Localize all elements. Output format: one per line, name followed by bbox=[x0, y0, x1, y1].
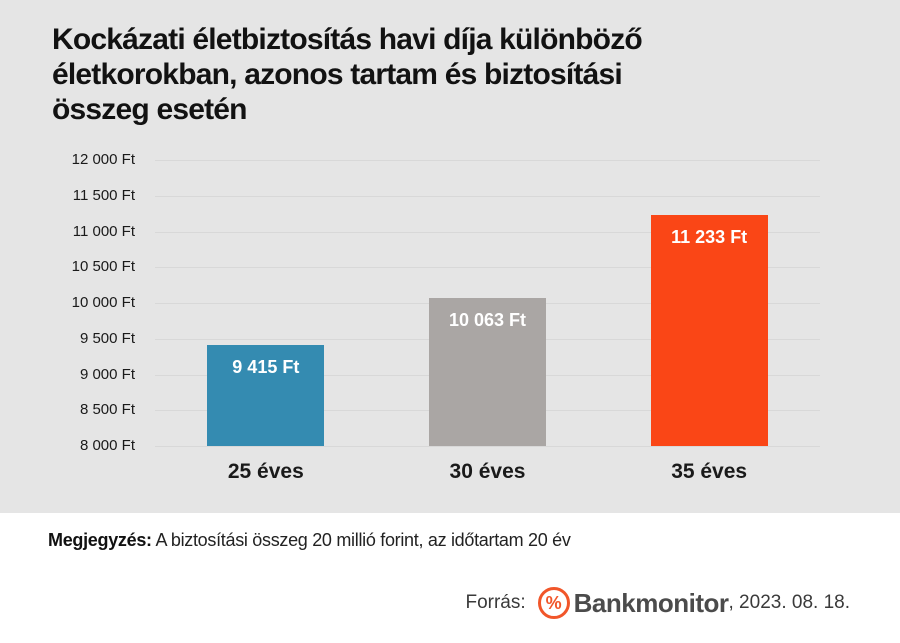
percent-symbol: % bbox=[545, 592, 562, 613]
bar-25-éves: 9 415 Ft bbox=[207, 344, 325, 446]
bar-value-label: 11 233 Ft bbox=[671, 226, 748, 247]
bar-chart: 12 000 Ft 11 500 Ft 11 000 Ft 10 500 Ft 10 0… bbox=[71, 151, 820, 483]
gridline bbox=[155, 160, 820, 161]
x-axis-label: 25 éves bbox=[227, 460, 304, 483]
chart-title-line-3: összeg esetén bbox=[52, 93, 248, 126]
bar-value-label: 9 415 Ft bbox=[232, 356, 300, 377]
note-text: A biztosítási összeg 20 millió forint, a… bbox=[151, 530, 571, 550]
source-row: Forrás: % Bankmonitor , 2023. 08. 18. bbox=[465, 587, 850, 619]
y-tick-label: 9 000 Ft bbox=[79, 365, 135, 383]
bar-value-label: 10 063 Ft bbox=[448, 310, 527, 331]
bar-35-éves: 11 233 Ft bbox=[650, 214, 768, 446]
x-axis-label: 30 éves bbox=[449, 460, 526, 483]
bankmonitor-percent-logo-icon: % bbox=[537, 587, 570, 619]
y-tick-label: 10 000 Ft bbox=[71, 294, 135, 311]
gridline bbox=[155, 446, 820, 447]
source-label: Forrás: bbox=[465, 592, 526, 613]
y-tick-label: 12 000 Ft bbox=[71, 151, 135, 168]
chart-title-line-2: életkorokban, azonos tartam és biztosítá… bbox=[52, 58, 623, 91]
note-label: Megjegyzés: bbox=[48, 530, 152, 550]
y-tick-label: 11 500 Ft bbox=[72, 186, 135, 204]
gridline bbox=[155, 267, 820, 269]
gridline bbox=[155, 195, 820, 197]
y-tick-label: 10 500 Ft bbox=[71, 258, 135, 276]
y-tick-label: 8 500 Ft bbox=[79, 401, 135, 419]
footer-panel: Megjegyzés: A biztosítási összeg 20 mill… bbox=[0, 513, 900, 643]
x-axis-label: 35 éves bbox=[671, 460, 748, 483]
chart-title-line-1: Kockázati életbiztosítás havi díja külön… bbox=[52, 23, 643, 56]
y-tick-label: 11 000 Ft bbox=[72, 222, 135, 240]
brand-name: Bankmonitor bbox=[573, 587, 729, 618]
gridline bbox=[155, 231, 820, 233]
y-tick-label: 8 000 Ft bbox=[79, 437, 135, 454]
chart-title: Kockázati életbiztosítás havi díja külön… bbox=[52, 22, 643, 127]
y-tick-label: 9 500 Ft bbox=[79, 329, 135, 347]
source-date: , 2023. 08. 18. bbox=[728, 592, 851, 613]
note: Megjegyzés: A biztosítási összeg 20 mill… bbox=[48, 530, 571, 551]
bar-30-éves: 10 063 Ft bbox=[429, 298, 546, 446]
chart-panel: Kockázati életbiztosítás havi díja külön… bbox=[0, 0, 900, 513]
